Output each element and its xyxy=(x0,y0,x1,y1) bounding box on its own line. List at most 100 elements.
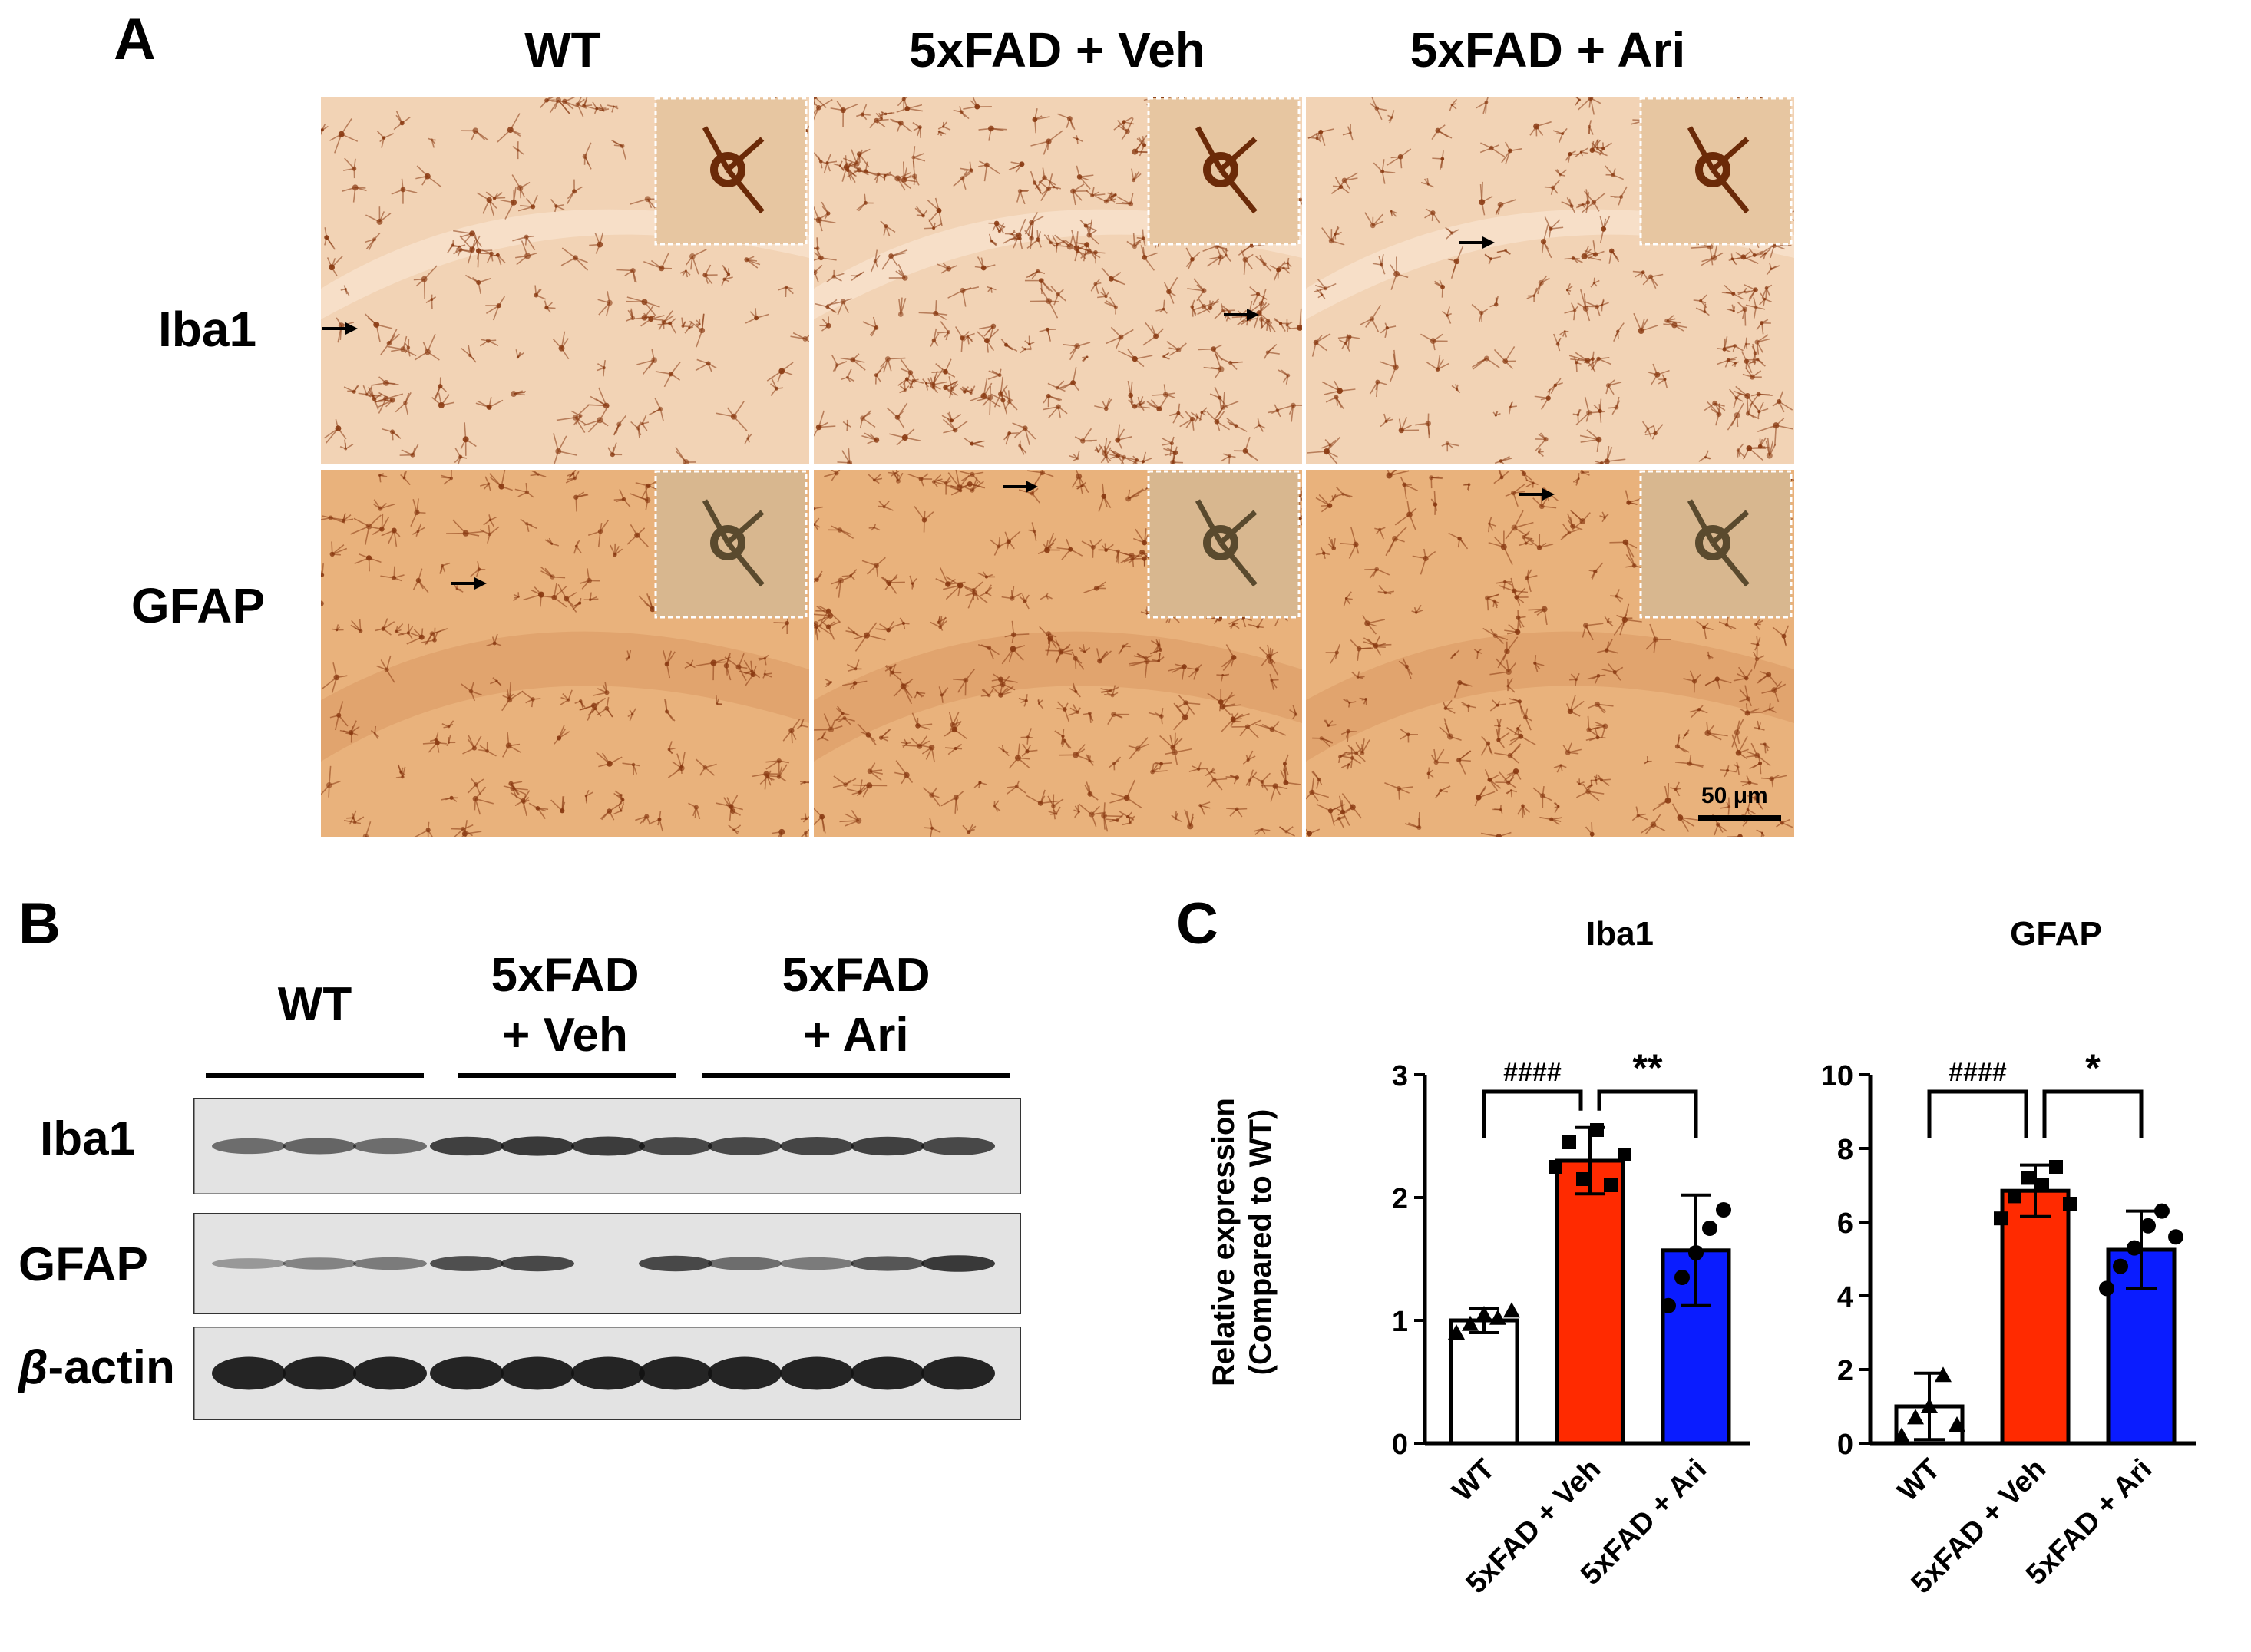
significance-label: #### xyxy=(1949,1058,2007,1087)
col-title-5xfad-veh: 5xFAD + Veh xyxy=(909,22,1205,78)
arrow-icon xyxy=(1519,488,1555,501)
blot-band xyxy=(501,1356,574,1390)
blot-band xyxy=(353,1257,427,1270)
data-point xyxy=(1674,1270,1690,1285)
arrow-icon xyxy=(451,577,487,590)
data-point xyxy=(2008,1189,2021,1204)
data-point xyxy=(1604,1178,1618,1192)
data-point xyxy=(1907,1409,1924,1425)
stained-cells xyxy=(321,470,809,837)
bar-chart-gfap: 0 2 4 6 8 10 WT 5xFAD + Veh 5xFAD + Ari #### * xyxy=(1797,1029,2226,1643)
significance-label: #### xyxy=(1503,1058,1562,1087)
western-blot-beta-actin xyxy=(192,1325,1023,1422)
cell-layer xyxy=(814,631,1302,762)
chart-title-gfap: GFAP xyxy=(2010,915,2102,953)
data-point xyxy=(2113,1258,2128,1274)
y-tick-label: 2 xyxy=(1392,1183,1408,1215)
data-point xyxy=(2035,1178,2049,1192)
y-tick-label: 6 xyxy=(1837,1208,1853,1240)
y-tick-label: 4 xyxy=(1837,1281,1853,1313)
data-point xyxy=(1476,1306,1492,1321)
data-point xyxy=(1661,1297,1676,1313)
x-tick-label: WT xyxy=(1892,1453,1946,1508)
bar xyxy=(1555,1158,1625,1446)
data-point xyxy=(1716,1202,1731,1218)
scale-bar xyxy=(1698,815,1781,821)
blot-band xyxy=(501,1136,574,1156)
inset-cell xyxy=(1203,525,1238,560)
blot-band xyxy=(430,1356,504,1390)
blot-band xyxy=(212,1356,286,1390)
micrograph-iba1-veh xyxy=(814,97,1302,464)
inset-cell xyxy=(710,525,745,560)
arrow-icon xyxy=(1224,309,1259,321)
y-tick-label: 8 xyxy=(1837,1134,1853,1166)
data-point xyxy=(1702,1221,1717,1236)
blot-band xyxy=(430,1136,504,1156)
blot-band xyxy=(708,1356,782,1390)
significance-bracket xyxy=(2042,1089,2144,1138)
data-point xyxy=(1503,1302,1520,1318)
significance-bracket xyxy=(1597,1089,1698,1138)
beta-symbol: β xyxy=(18,1341,48,1394)
data-point xyxy=(1949,1416,1965,1432)
western-blot-gfap xyxy=(192,1211,1023,1316)
blot-label-iba1: Iba1 xyxy=(40,1112,136,1165)
blot-band xyxy=(283,1257,356,1270)
blot-band xyxy=(921,1356,995,1390)
blot-band xyxy=(921,1137,995,1155)
data-point xyxy=(1994,1211,2008,1226)
group-label-line: 5xFAD xyxy=(782,949,930,1002)
blot-band xyxy=(571,1356,645,1390)
cell-layer xyxy=(1306,631,1794,762)
blot-band xyxy=(283,1138,356,1155)
group-label-ari: 5xFAD + Ari xyxy=(749,946,964,1066)
data-point xyxy=(1462,1315,1479,1331)
data-point xyxy=(1688,1245,1704,1260)
micrograph-gfap-wt xyxy=(321,470,809,837)
data-point xyxy=(1562,1135,1576,1149)
group-label-veh: 5xFAD + Veh xyxy=(458,946,673,1066)
blot-band xyxy=(780,1356,854,1390)
micrograph-iba1-wt xyxy=(321,97,809,464)
data-point xyxy=(1489,1309,1506,1325)
panel-b-letter: B xyxy=(18,891,61,957)
data-point xyxy=(1576,1172,1590,1186)
arrow-icon xyxy=(1003,481,1038,493)
group-line-wt xyxy=(206,1073,424,1078)
data-point xyxy=(1618,1148,1631,1161)
data-point xyxy=(2063,1197,2077,1211)
blot-band xyxy=(851,1356,924,1390)
data-point xyxy=(2099,1280,2114,1297)
y-tick-label: 1 xyxy=(1392,1306,1408,1338)
blot-band xyxy=(921,1255,995,1272)
bar xyxy=(1449,1318,1519,1446)
group-line-veh xyxy=(458,1073,676,1078)
cell-layer xyxy=(321,631,809,762)
col-title-5xfad-ari: 5xFAD + Ari xyxy=(1410,22,1686,78)
blot-band xyxy=(212,1138,286,1155)
y-tick-label: 0 xyxy=(1392,1429,1408,1461)
group-label-line: + Veh xyxy=(502,1009,628,1062)
panel-c-letter: C xyxy=(1176,891,1218,957)
data-point xyxy=(2049,1160,2063,1174)
x-tick-label: WT xyxy=(1446,1453,1501,1508)
blot-label-beta-actin: β-actin xyxy=(18,1340,175,1395)
data-point xyxy=(2154,1203,2170,1219)
inset-cell xyxy=(1203,152,1238,187)
chart-title-iba1: Iba1 xyxy=(1585,915,1654,953)
data-point xyxy=(2168,1229,2183,1245)
data-point xyxy=(2140,1218,2156,1234)
inset-cell xyxy=(710,152,745,187)
y-tick-label: 2 xyxy=(1837,1355,1853,1387)
y-axis-label: Relative expression (Compared to WT) xyxy=(1205,1058,1279,1426)
panel-a-letter: A xyxy=(114,7,156,72)
blot-band xyxy=(571,1136,645,1156)
blot-band xyxy=(851,1136,924,1156)
y-tick-label: 10 xyxy=(1821,1060,1853,1092)
blot-band xyxy=(639,1356,712,1390)
blot-band xyxy=(851,1256,924,1271)
blot-band xyxy=(353,1138,427,1155)
data-point xyxy=(1893,1427,1910,1443)
stained-cells xyxy=(814,97,1302,464)
